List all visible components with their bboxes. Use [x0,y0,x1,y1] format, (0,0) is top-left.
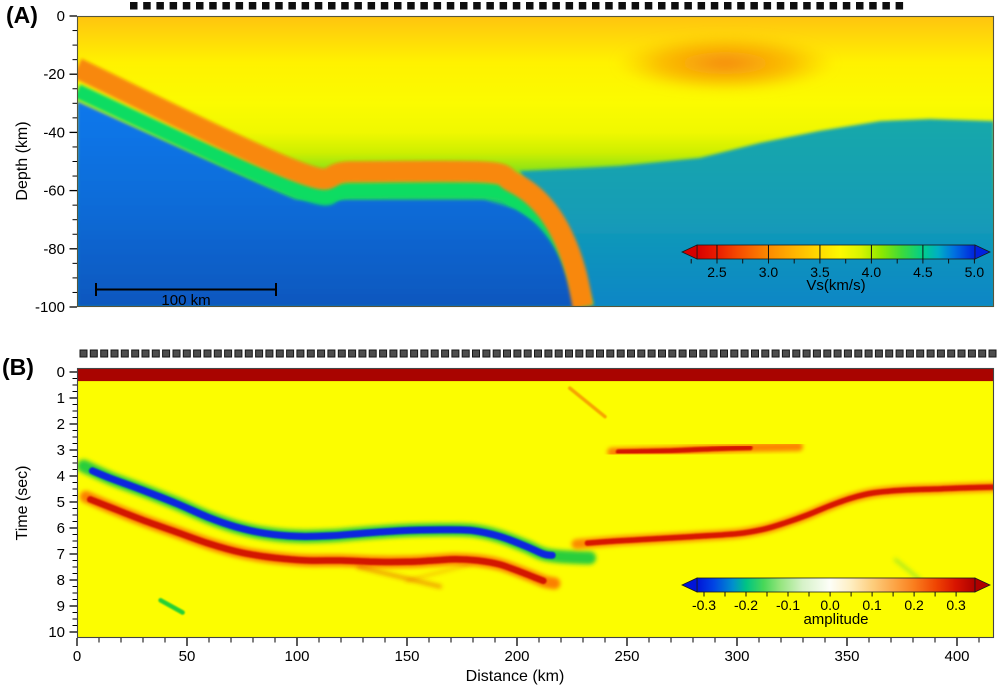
x-axis-title: Distance (km) [465,668,565,685]
svg-text:5: 5 [57,494,65,511]
amplitude-colorbar-title: amplitude [803,611,869,628]
svg-text:-80: -80 [43,241,65,258]
svg-text:6: 6 [57,520,65,537]
svg-text:0: 0 [57,8,65,25]
svg-text:100: 100 [284,648,309,665]
panel-b-y-axis: 0 1 2 3 4 5 6 7 8 9 10 [48,364,77,641]
amplitude-colorbar: -0.3 -0.2 -0.1 0.0 0.1 0.2 0.3 [681,577,991,613]
svg-text:200: 200 [504,648,529,665]
svg-text:2.5: 2.5 [707,264,727,280]
svg-text:3.0: 3.0 [759,264,779,280]
faint-reflection-2 [405,563,471,582]
velocity-colorbar-title: Vs(km/s) [806,277,866,294]
svg-text:-20: -20 [43,66,65,83]
svg-text:0.0: 0.0 [820,597,840,613]
svg-text:-60: -60 [43,183,65,200]
svg-text:-0.3: -0.3 [692,597,716,613]
svg-text:-0.2: -0.2 [734,597,758,613]
svg-text:3.5: 3.5 [810,264,830,280]
distance-axis: 0 50 100 150 200 250 300 350 400 [73,638,980,665]
svg-text:2: 2 [57,416,65,433]
svg-text:250: 250 [614,648,639,665]
svg-text:50: 50 [179,648,196,665]
green-streak-right [893,558,922,581]
svg-text:3: 3 [57,442,65,459]
receiver-function-plot [77,368,994,638]
svg-text:-40: -40 [43,124,65,141]
svg-text:0.1: 0.1 [862,597,882,613]
panel-b-label: (B) [2,354,34,380]
svg-text:5.0: 5.0 [965,264,985,280]
panel-b-y-axis-title: Time (sec) [14,465,31,541]
svg-text:9: 9 [57,598,65,615]
midcrust-positive-core [615,445,753,455]
panel-a-frame [76,15,995,308]
svg-text:300: 300 [724,648,749,665]
panel-a-station-markers [130,2,904,10]
svg-text:0.2: 0.2 [904,597,924,613]
panel-b-station-markers [79,349,997,358]
panel-a-y-axis-title: Depth (km) [14,121,31,201]
svg-text:7: 7 [57,546,65,563]
svg-text:4.0: 4.0 [862,264,882,280]
svg-text:4.5: 4.5 [913,264,933,280]
backarc-moho-core [584,484,994,546]
velocity-colorbar: 2.5 3.0 3.5 4.0 4.5 5.0 [681,244,991,280]
direct-arrival-band [77,368,994,382]
shallow-diagonal-streak [568,386,607,419]
scale-bar-label: 100 km [161,292,211,309]
panel-a-y-axis: 0 -20 -40 -60 -80 -100 [35,8,77,316]
svg-text:150: 150 [394,648,419,665]
faint-reflection-1 [356,565,442,589]
svg-text:8: 8 [57,572,65,589]
svg-text:4: 4 [57,468,65,485]
slab-moho-positive-core [86,496,547,585]
svg-text:-100: -100 [35,299,65,316]
svg-text:1: 1 [57,390,65,407]
svg-text:0: 0 [57,364,65,381]
green-streak-left [158,598,185,615]
svg-text:0: 0 [73,648,81,665]
velocity-model-plot [77,16,994,307]
svg-text:350: 350 [834,648,859,665]
svg-text:0.3: 0.3 [946,597,966,613]
slab-top-negative-core [88,467,556,559]
panel-b-frame [76,367,995,639]
svg-text:400: 400 [944,648,969,665]
scale-bar [95,283,277,296]
panel-a-label: (A) [6,2,38,28]
svg-text:-0.1: -0.1 [776,597,800,613]
svg-text:10: 10 [48,624,65,641]
